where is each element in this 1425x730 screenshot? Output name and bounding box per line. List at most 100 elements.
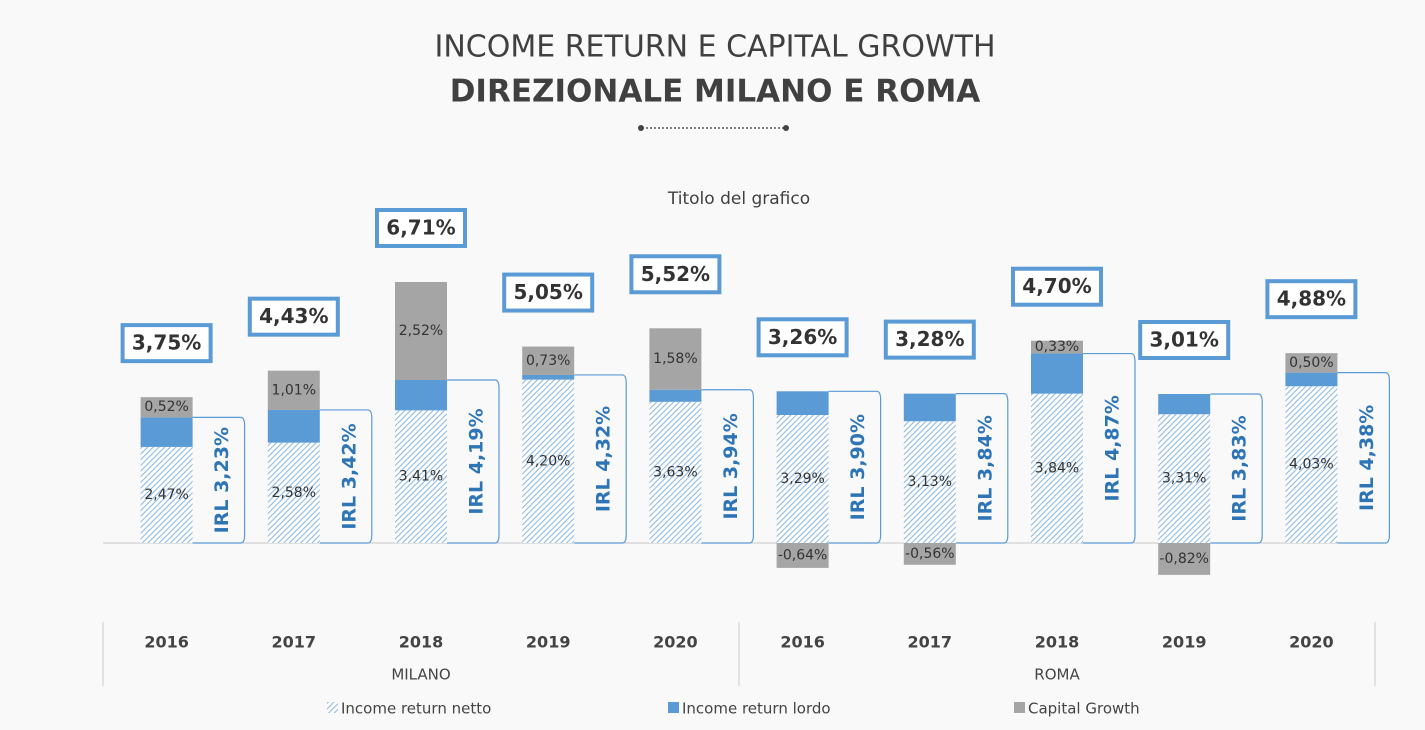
total-label: 4,88% [1277, 287, 1346, 311]
bar-segment [140, 417, 193, 447]
total-box [1011, 266, 1103, 307]
irl-bracket [1083, 352, 1136, 544]
irl-label: IRL 3,83% [1229, 415, 1251, 521]
bar-segment [1285, 372, 1338, 387]
bar-segment [140, 397, 193, 418]
data-label: 1,01% [272, 382, 316, 398]
data-label: 3,31% [1162, 471, 1206, 487]
legend-swatch [327, 702, 338, 713]
bar-segment [522, 346, 575, 375]
total-label: 3,01% [1150, 328, 1219, 352]
data-label: 3,13% [908, 474, 952, 490]
irl-bracket [319, 409, 373, 544]
data-label: 3,29% [780, 471, 824, 487]
data-label: 3,41% [399, 469, 443, 485]
bar-segment [522, 374, 575, 380]
data-label: -0,82% [1159, 551, 1209, 567]
total-label: 5,52% [641, 262, 710, 286]
total-label: 4,70% [1022, 274, 1091, 298]
total-box [883, 319, 976, 360]
bar-segment [903, 393, 956, 422]
x-tick-label: 2016 [780, 633, 825, 652]
data-label: 0,33% [1035, 339, 1079, 355]
total-label: 3,75% [132, 331, 201, 355]
irl-bracket [1210, 393, 1263, 544]
legend-swatch [1014, 702, 1025, 713]
bar-segment [776, 415, 829, 543]
bar-segment [1158, 414, 1211, 543]
bar-segment [1285, 353, 1338, 373]
title-divider [638, 125, 789, 131]
total-box [1138, 320, 1231, 361]
irl-bracket [955, 393, 1009, 544]
bar-segment [1031, 353, 1083, 394]
data-label: 3,63% [653, 464, 697, 480]
data-label: 2,52% [399, 323, 443, 339]
bar-segment [1158, 394, 1211, 415]
bar-segment [776, 543, 829, 568]
irl-bracket [701, 389, 754, 544]
bar-segment [1285, 386, 1338, 543]
total-box [756, 317, 849, 358]
bar-segment [140, 446, 193, 543]
total-box [629, 254, 722, 295]
page-title: INCOME RETURN E CAPITAL GROWTH [434, 30, 995, 65]
irl-label: IRL 3,94% [720, 413, 742, 519]
total-box [375, 207, 467, 248]
irl-bracket [192, 416, 246, 544]
x-tick-label: 2017 [908, 633, 953, 652]
data-label: 4,20% [526, 453, 570, 469]
irl-bracket [574, 374, 627, 544]
bar-segment [522, 379, 575, 543]
bar-segment [267, 409, 320, 443]
bar-segment [649, 328, 702, 390]
x-tick-label: 2016 [144, 633, 189, 652]
bar-segment [395, 410, 447, 543]
irl-label: IRL 3,90% [847, 414, 869, 520]
chart-title: Titolo del grafico [667, 189, 810, 209]
group-label: MILANO [391, 666, 450, 684]
irl-label: IRL 4,32% [593, 406, 615, 512]
data-label: 1,58% [653, 351, 697, 367]
total-box [502, 272, 595, 313]
irl-label: IRL 4,38% [1356, 405, 1378, 511]
x-tick-label: 2020 [1289, 633, 1334, 652]
bar-segment [649, 389, 702, 402]
group-label: ROMA [1034, 666, 1080, 684]
bar-segment [903, 421, 956, 543]
bar-segment [395, 380, 447, 411]
bar-segment [649, 401, 702, 543]
data-label: 4,03% [1289, 457, 1333, 473]
total-box [1265, 279, 1358, 320]
data-label: 3,84% [1035, 460, 1079, 476]
irl-label: IRL 3,23% [211, 427, 233, 533]
legend-label: Income return netto [341, 700, 491, 718]
x-tick-label: 2020 [653, 633, 698, 652]
total-box [247, 296, 340, 337]
total-label: 3,28% [895, 327, 964, 351]
page-subtitle: DIREZIONALE MILANO E ROMA [450, 74, 981, 110]
total-box [120, 323, 213, 364]
irl-bracket [447, 379, 500, 544]
irl-label: IRL 4,87% [1102, 395, 1124, 501]
total-label: 5,05% [514, 280, 583, 304]
irl-label: IRL 3,84% [974, 415, 996, 521]
bar-segment [1031, 393, 1083, 543]
bar-segment [1158, 543, 1211, 575]
bar-segment [776, 391, 829, 416]
data-label: 0,52% [144, 399, 188, 415]
total-label: 3,26% [768, 325, 837, 349]
bar-segment [395, 281, 447, 381]
x-tick-label: 2019 [526, 633, 571, 652]
bar-segment [267, 442, 320, 543]
data-label: -0,64% [778, 547, 828, 563]
data-label: -0,56% [905, 546, 955, 562]
total-label: 4,43% [259, 304, 328, 328]
bar-segment [903, 543, 956, 565]
data-label: 0,50% [1289, 355, 1333, 371]
data-label: 0,73% [526, 353, 570, 369]
irl-label: IRL 4,19% [466, 408, 488, 514]
legend-swatch [668, 702, 679, 713]
irl-label: IRL 3,42% [338, 423, 360, 529]
